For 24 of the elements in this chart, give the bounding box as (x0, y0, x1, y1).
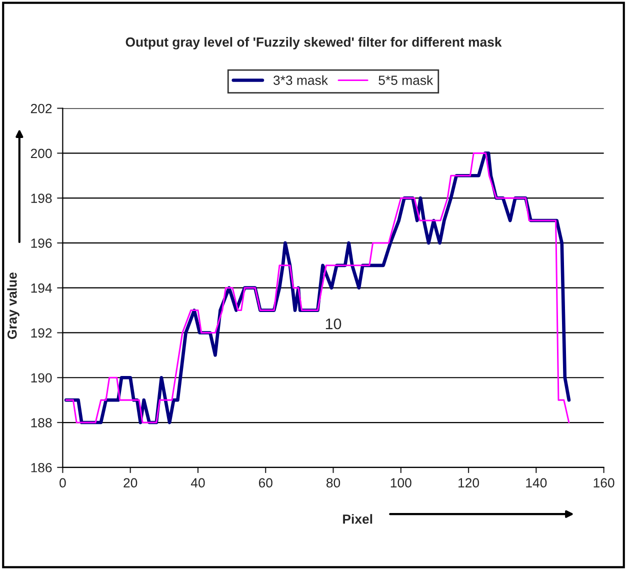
y-tick-label: 188 (31, 418, 52, 428)
x-tick-label: 140 (526, 478, 547, 488)
x-tick-label: 0 (60, 478, 66, 488)
legend-label: 5*5 mask (378, 75, 434, 85)
x-tick-label: 100 (390, 478, 412, 488)
y-tick-label: 196 (31, 238, 52, 248)
chart-title: Output gray level of 'Fuzzily skewed' filter for different mask (126, 37, 502, 50)
x-tick-label: 80 (326, 478, 340, 488)
x-tick-label: 120 (458, 478, 480, 488)
y-tick-label: 194 (31, 283, 52, 293)
x-tick-label: 20 (124, 478, 138, 488)
y-axis-title: Gray value (7, 272, 20, 339)
x-axis-title: Pixel (343, 514, 372, 524)
y-tick-label: 190 (31, 373, 52, 383)
y-tick-label: 202 (30, 104, 52, 114)
annotation: 10 (326, 318, 342, 330)
x-tick-label: 40 (190, 478, 205, 488)
y-tick-label: 198 (31, 194, 52, 203)
legend-label: 3*3 mask (273, 75, 328, 85)
y-tick-label: 200 (30, 148, 52, 158)
x-tick-label: 60 (258, 478, 272, 488)
x-tick-label: 160 (594, 478, 614, 488)
y-tick-label: 186 (31, 462, 52, 472)
y-tick-label: 192 (31, 328, 52, 338)
